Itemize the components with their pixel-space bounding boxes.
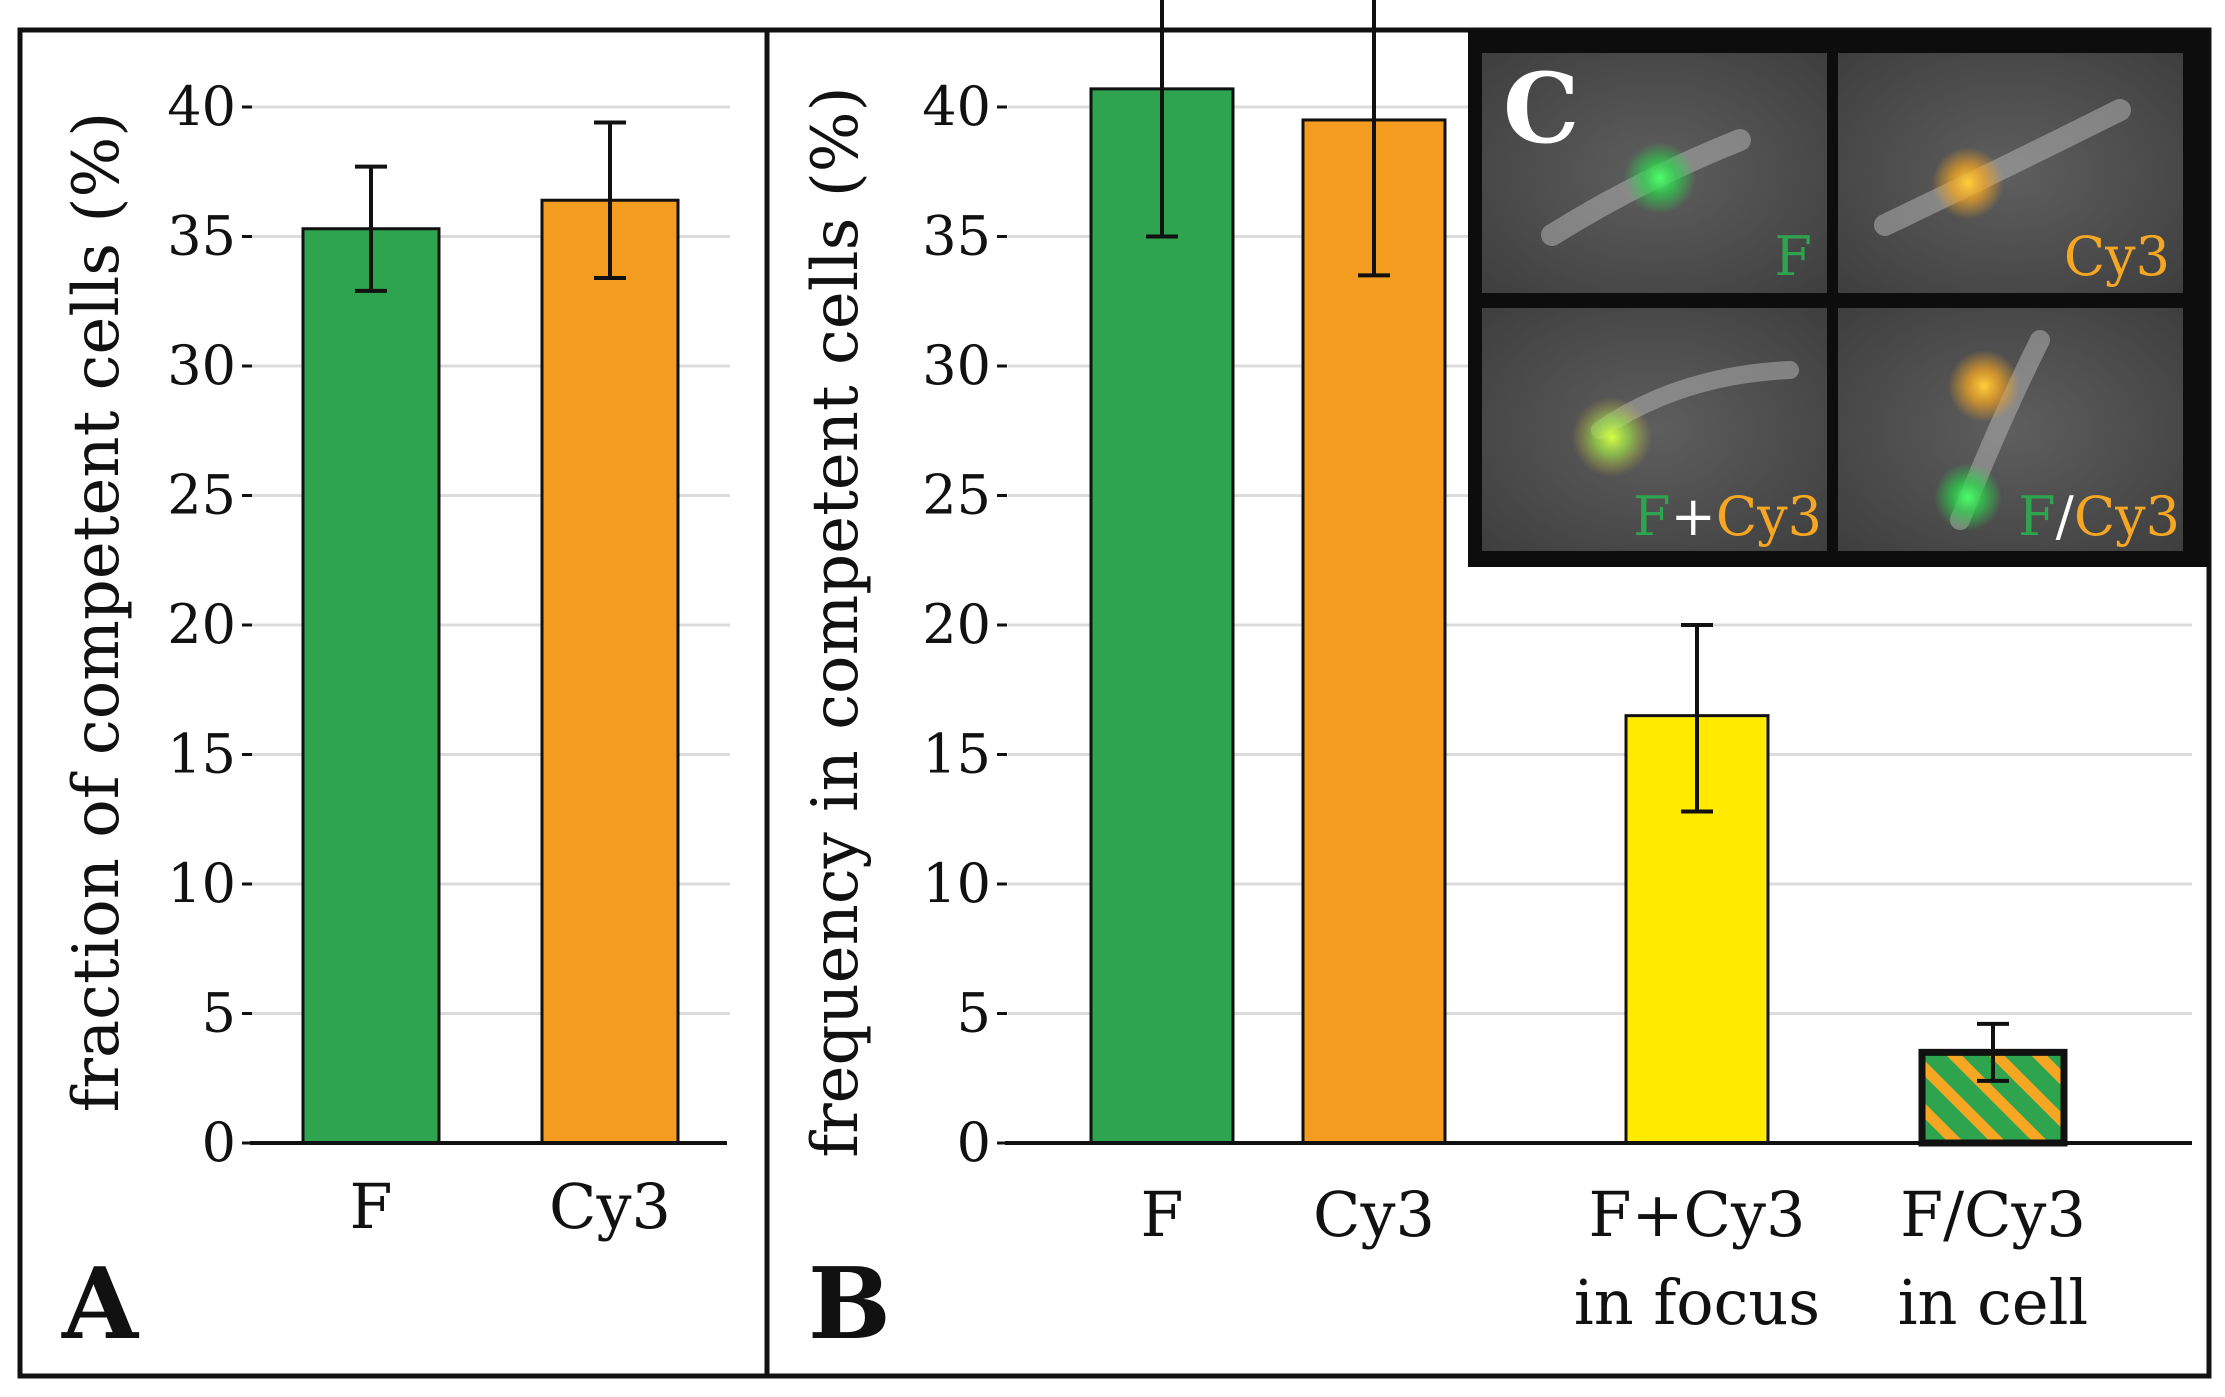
x-category-label: F+Cy3 in focus xyxy=(1574,1178,1820,1339)
y-tick-label: 5 xyxy=(957,982,991,1045)
inset-c: C F Cy3 F+Cy3 F/Cy3 xyxy=(1468,30,2209,567)
bar xyxy=(540,198,680,1145)
tile-caption-cy3: Cy3 xyxy=(2064,225,2170,288)
green-focus-spot xyxy=(1624,142,1696,214)
y-tick-label: 15 xyxy=(167,723,236,786)
y-tick-label: 10 xyxy=(922,852,991,915)
caption-part: F xyxy=(1633,485,1670,548)
inset-tile-f xyxy=(1482,53,1827,293)
error-bar xyxy=(1146,0,1178,239)
panel-b-y-ticks: 0 5 10 15 20 25 30 35 40 45 xyxy=(922,0,1007,1174)
bar xyxy=(1301,118,1447,1145)
inset-tile-f-plus-cy3 xyxy=(1482,308,1827,551)
error-bar xyxy=(594,120,626,280)
x-category-label-line: Cy3 xyxy=(1313,1178,1435,1251)
y-tick-label: 35 xyxy=(922,205,991,268)
colocalized-focus-spot xyxy=(1572,397,1652,477)
panel-b-label: B xyxy=(808,1247,891,1362)
error-bar xyxy=(1681,623,1713,814)
y-tick-label: 35 xyxy=(167,205,236,268)
error-bar xyxy=(355,164,387,293)
x-category-label-line: F+Cy3 xyxy=(1589,1178,1806,1251)
bar xyxy=(301,227,441,1145)
y-tick-label: 45 xyxy=(922,0,991,9)
tile-caption-f-slash-cy3: F/Cy3 xyxy=(2018,485,2180,548)
orange-focus-spot xyxy=(1932,147,2004,219)
bar xyxy=(1089,87,1235,1145)
x-category-label-line: in cell xyxy=(1898,1266,2089,1339)
x-category-label: F xyxy=(1140,1178,1183,1251)
y-tick-label: 40 xyxy=(922,75,991,138)
caption-part: Cy3 xyxy=(1716,485,1822,548)
y-tick-label: 15 xyxy=(922,723,991,786)
caption-part: + xyxy=(1671,485,1716,548)
green-focus-spot-2 xyxy=(1934,463,2002,531)
caption-part: Cy3 xyxy=(2074,485,2180,548)
tile-caption-f-plus-cy3: F+Cy3 xyxy=(1633,485,1822,548)
x-category-label-line: F/Cy3 xyxy=(1900,1178,2086,1251)
y-tick-label: 25 xyxy=(922,464,991,527)
caption-part: / xyxy=(2056,485,2075,548)
x-category-label-line: F xyxy=(1140,1178,1183,1251)
x-category-label-line: F xyxy=(349,1170,392,1243)
x-category-label-line: Cy3 xyxy=(549,1170,671,1243)
x-category-label: Cy3 xyxy=(549,1170,671,1243)
panel-a-label: A xyxy=(61,1247,140,1362)
x-category-label: Cy3 xyxy=(1313,1178,1435,1251)
tile-caption-f: F xyxy=(1775,225,1812,288)
x-category-label: F xyxy=(349,1170,392,1243)
y-tick-label: 30 xyxy=(922,334,991,397)
error-bar xyxy=(1358,0,1390,278)
y-tick-label: 0 xyxy=(202,1111,236,1174)
x-category-label-line: in focus xyxy=(1574,1266,1820,1339)
y-tick-label: 45 xyxy=(167,0,236,9)
caption-part: Cy3 xyxy=(2064,225,2170,288)
y-tick-label: 30 xyxy=(167,334,236,397)
y-tick-label: 20 xyxy=(167,593,236,656)
panel-a-y-ticks: 0 5 10 15 20 25 30 35 40 45 xyxy=(167,0,252,1174)
inset-tile-cy3 xyxy=(1838,53,2183,293)
inset-c-label: C xyxy=(1503,52,1579,165)
y-tick-label: 40 xyxy=(167,75,236,138)
y-tick-label: 5 xyxy=(202,982,236,1045)
panel-b-y-axis-label: frequency in competent cells (%) xyxy=(799,86,873,1157)
caption-part: F xyxy=(2018,485,2055,548)
error-bar xyxy=(1977,1021,2009,1083)
y-tick-label: 25 xyxy=(167,464,236,527)
inset-tile-f-slash-cy3 xyxy=(1838,308,2183,551)
y-tick-label: 10 xyxy=(167,852,236,915)
y-tick-label: 0 xyxy=(957,1111,991,1174)
panel-a-bars: F Cy3 xyxy=(301,120,680,1243)
x-category-label: F/Cy3 in cell xyxy=(1898,1178,2089,1339)
panel-a-y-axis-label: fraction of competent cells (%) xyxy=(60,112,134,1113)
caption-part: F xyxy=(1775,225,1812,288)
orange-focus-spot-2 xyxy=(1948,350,2020,422)
y-tick-label: 20 xyxy=(922,593,991,656)
